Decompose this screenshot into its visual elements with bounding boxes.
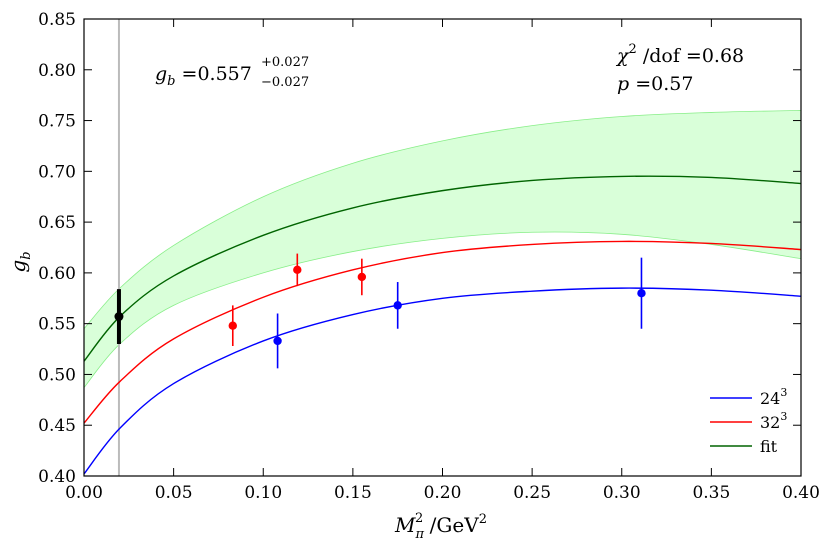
x-tick-label-0: 0.00 (65, 483, 103, 503)
x-tick-label-2: 0.10 (244, 483, 282, 503)
y-tick-label-8: 0.80 (38, 61, 76, 81)
y-tick-label-6: 0.70 (38, 162, 76, 182)
chi2-annotation: χ2 /dof =0.68 (615, 42, 744, 67)
y-tick-label-7: 0.75 (38, 112, 76, 132)
legend: 243 323 fit (710, 386, 787, 456)
y-tick-label-3: 0.55 (38, 315, 76, 335)
point-32-marker-0 (228, 321, 237, 330)
y-tick-label-9: 0.85 (38, 10, 76, 30)
fit-band-layer (83, 109, 802, 389)
x-tick-label-6: 0.30 (603, 483, 641, 503)
y-tick-label-5: 0.65 (38, 213, 76, 233)
x-axis-label: Mπ2 /GeV2 (394, 511, 487, 542)
ticks-layer: 0.00 0.05 0.10 0.15 0.20 0.25 0.30 0.35 0.40 0.40… (38, 10, 820, 503)
gb-err-up: +0.027 (261, 55, 309, 70)
point-32-marker-1 (293, 265, 302, 275)
x-tick-label-1: 0.05 (155, 483, 193, 503)
gb-err-down: −0.027 (261, 75, 309, 90)
physical-point-marker (114, 312, 124, 322)
curve-fit (83, 175, 802, 362)
gb-annotation: gb =0.557 (155, 63, 252, 89)
fit-band (83, 109, 802, 389)
y-axis-label: gb (6, 251, 34, 272)
p-annotation: p =0.57 (617, 73, 693, 95)
point-32-marker-2 (357, 272, 367, 282)
x-tick-label-5: 0.25 (513, 483, 551, 503)
curve-24 (83, 287, 802, 475)
legend-label-24: 243 (760, 386, 787, 408)
points-layer (114, 253, 646, 369)
point-24-marker-1 (393, 301, 402, 310)
y-tick-label-2: 0.50 (38, 365, 76, 385)
y-tick-label-0: 0.40 (38, 467, 76, 487)
x-tick-label-7: 0.35 (692, 483, 730, 503)
y-tick-label-1: 0.45 (38, 416, 76, 436)
x-tick-label-4: 0.20 (424, 483, 462, 503)
y-tick-label-4: 0.60 (38, 264, 76, 284)
legend-label-32: 323 (760, 410, 787, 432)
point-24-marker-2 (637, 289, 646, 298)
curve-layer (83, 175, 802, 475)
x-tick-label-3: 0.15 (334, 483, 372, 503)
x-tick-label-8: 0.40 (782, 483, 820, 503)
legend-label-fit: fit (760, 437, 778, 456)
point-24-marker-0 (273, 336, 282, 346)
curve-32 (83, 240, 802, 424)
